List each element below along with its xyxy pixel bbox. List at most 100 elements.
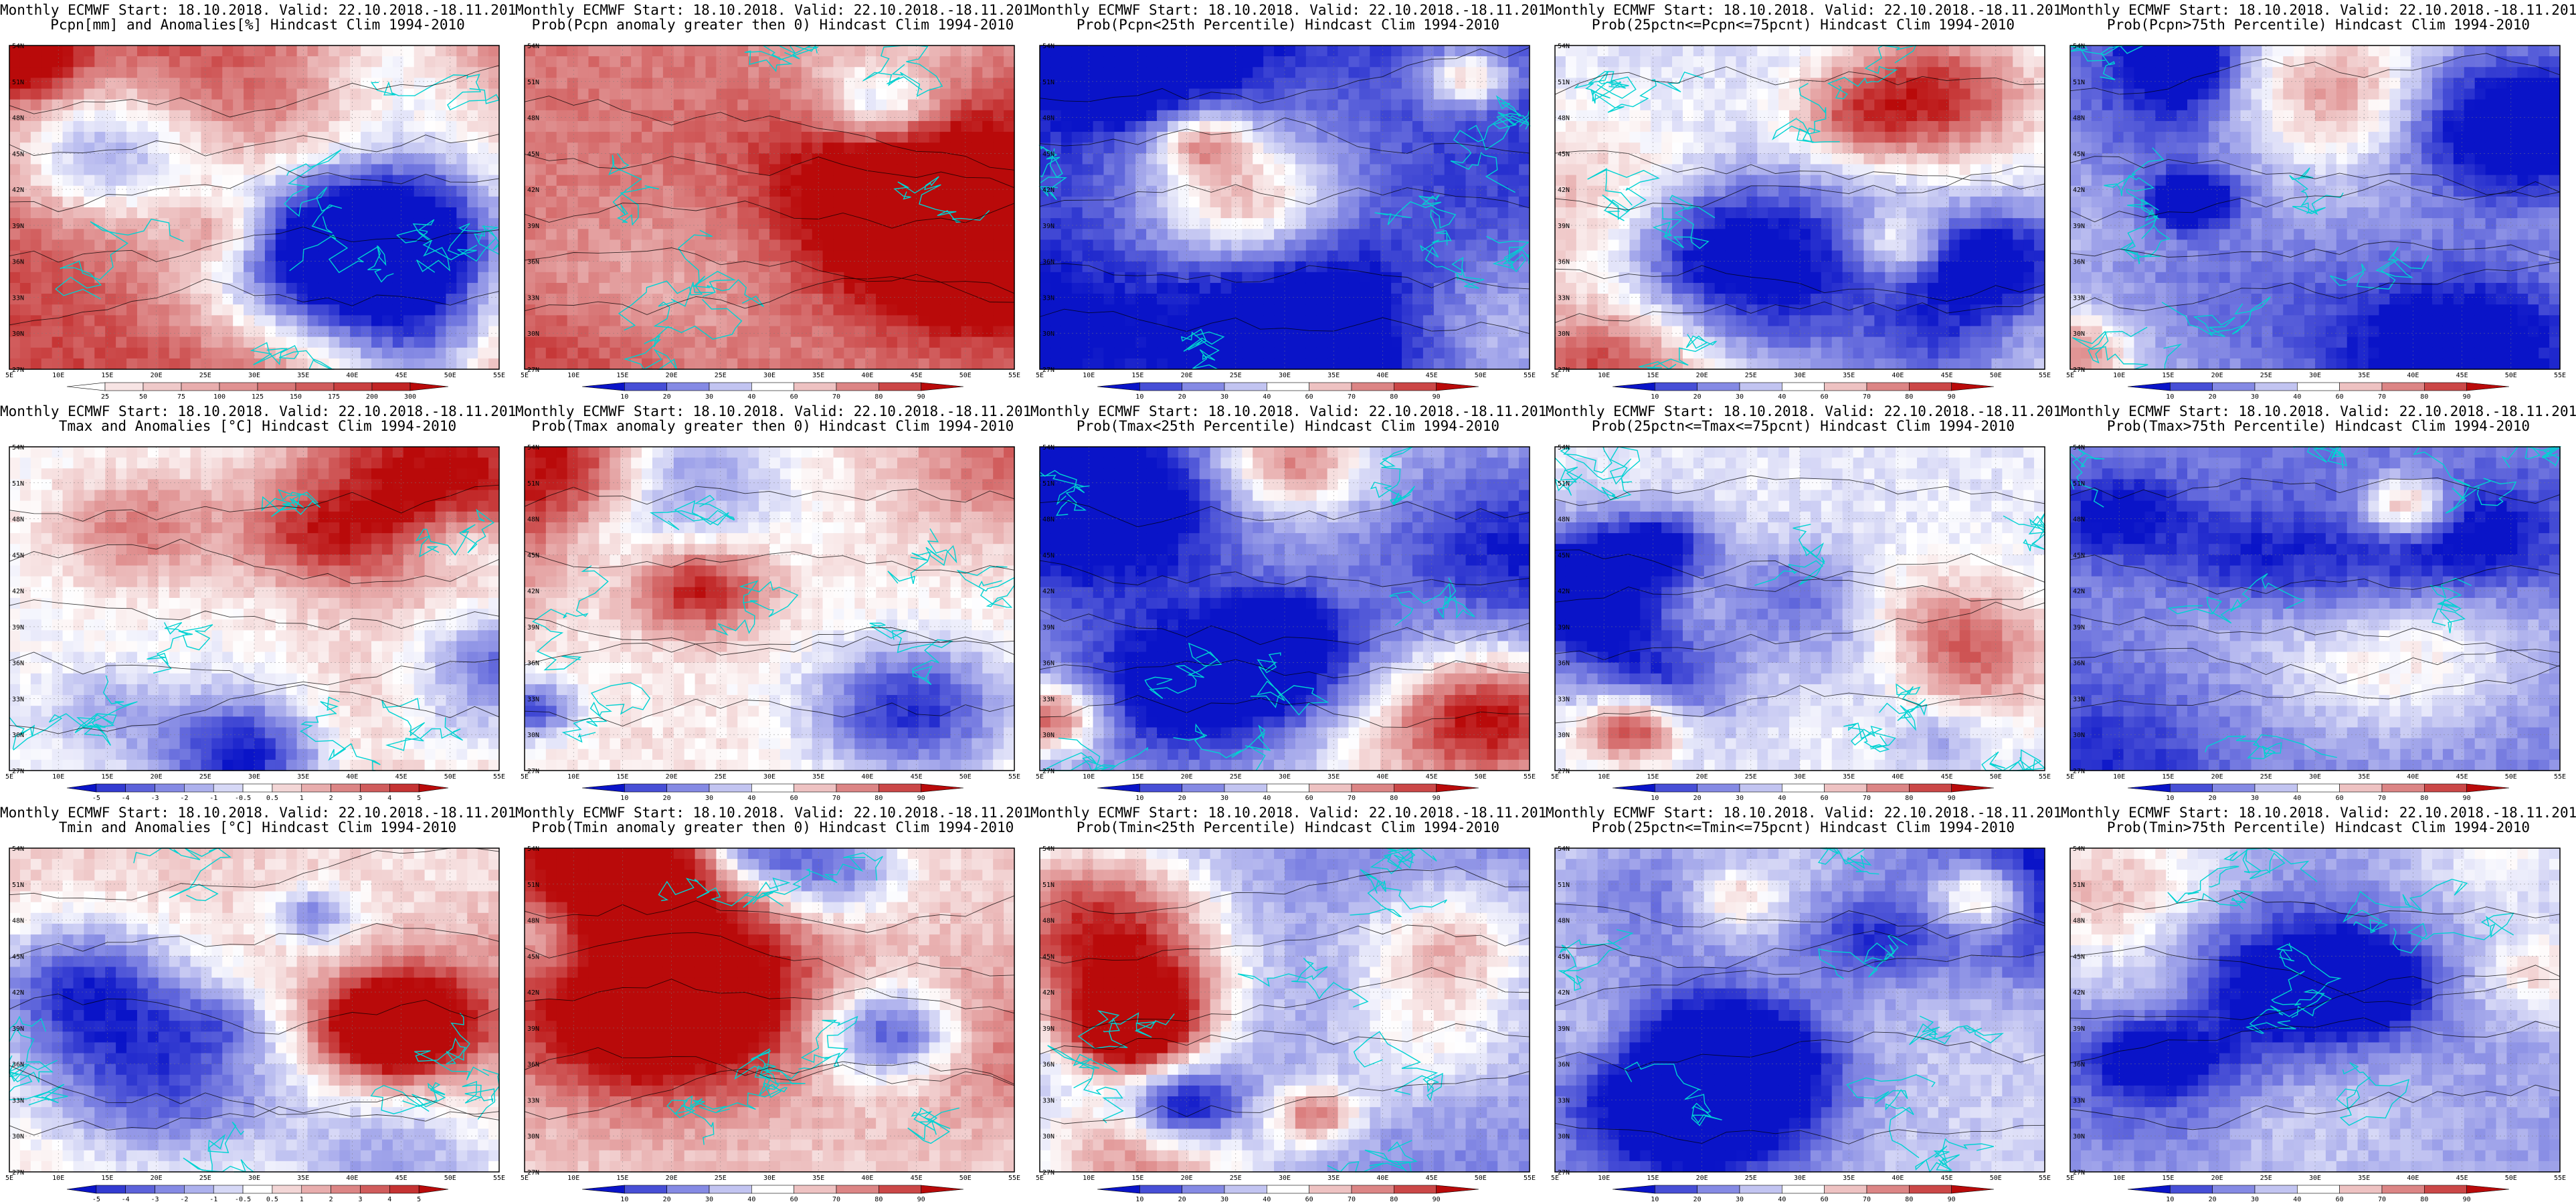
lon-tick-label: 30E: [1279, 372, 1291, 379]
lon-tick-label: 25E: [1230, 773, 1242, 781]
colorbar-tick-label: 80: [1390, 795, 1398, 802]
lon-tick-label: 35E: [2358, 1175, 2370, 1182]
map-panel: 27N 30N 33N 36N 39N 42N 45N 48N 51N 54N 5E 10E 15E 20…: [1030, 803, 1546, 1204]
lon-tick-label: 25E: [1745, 773, 1757, 781]
shaded-field: [525, 848, 1015, 1173]
lat-tick-label: 45N: [527, 953, 539, 961]
colorbar-tick-label: 10: [620, 393, 628, 401]
map-frame: [9, 446, 500, 771]
lon-tick-label: 25E: [1230, 1175, 1242, 1182]
lat-tick-label: 45N: [2073, 953, 2085, 961]
map-panel: 27N 30N 33N 36N 39N 42N 45N 48N 51N 54N 5E 10E 15E 20…: [0, 803, 515, 1204]
colorbar-tick-label: 40: [1778, 795, 1786, 802]
lat-tick-label: 54N: [12, 43, 24, 50]
colorbar-tick-label: 70: [832, 795, 840, 802]
colorbar-tick-label: -2: [180, 795, 188, 802]
lat-tick-label: 39N: [1558, 624, 1570, 631]
lat-tick-label: 54N: [1042, 43, 1054, 50]
lat-tick-label: 36N: [527, 660, 539, 668]
lat-tick-label: 39N: [2073, 223, 2085, 230]
colorbar-tick-label: 10: [1651, 1196, 1659, 1203]
lat-tick-label: 36N: [527, 259, 539, 266]
colorbar-tick-label: 30: [1220, 393, 1228, 401]
lon-tick-label: 55E: [2039, 1175, 2051, 1182]
lat-tick-label: 48N: [1558, 918, 1570, 925]
lat-tick-label: 45N: [12, 953, 24, 961]
colorbar-tick-label: -2: [180, 1196, 188, 1203]
colorbar-tick-label: 40: [2293, 1196, 2301, 1203]
lon-tick-label: 45E: [1941, 372, 1953, 379]
lat-tick-label: 30N: [1558, 732, 1570, 739]
lon-tick-label: 45E: [2456, 773, 2468, 781]
lon-tick-label: 50E: [1475, 372, 1487, 379]
lat-tick-label: 33N: [1042, 1097, 1054, 1104]
lon-tick-label: 55E: [2039, 773, 2051, 781]
lon-tick-label: 5E: [5, 1175, 13, 1182]
colorbar-tick-label: 0.5: [266, 795, 278, 802]
colorbar-tick-label: 80: [2420, 795, 2428, 802]
lat-tick-label: 27N: [527, 367, 539, 374]
coastlines: [1558, 847, 2005, 1173]
colorbar-tick-label: 10: [2166, 1196, 2174, 1203]
colorbar-tick-label: 90: [1433, 393, 1441, 401]
lon-tick-label: 30E: [763, 372, 775, 379]
lat-tick-label: 36N: [1042, 259, 1054, 266]
colorbar-tick-label: 60: [2336, 393, 2344, 401]
lon-tick-label: 15E: [616, 773, 628, 781]
shaded-field: [1040, 45, 1530, 370]
colorbar-tick-label: 30: [2251, 1196, 2259, 1203]
lat-tick-label: 33N: [1558, 1097, 1570, 1104]
lat-tick-label: 30N: [1558, 330, 1570, 338]
colorbar: 10 20 30 40 60 70 80 90: [581, 783, 964, 802]
lat-tick-label: 45N: [12, 552, 24, 559]
map-plot: 27N 30N 33N 36N 39N 42N 45N 48N 51N 54N 5E 10E 15E 20…: [521, 444, 1020, 802]
lon-tick-label: 50E: [444, 773, 456, 781]
lon-tick-label: 40E: [1892, 1175, 1904, 1182]
lat-tick-label: 51N: [2073, 480, 2085, 488]
lon-tick-label: 50E: [2505, 773, 2517, 781]
lon-tick-label: 25E: [715, 1175, 727, 1182]
lon-tick-label: 15E: [2162, 372, 2174, 379]
lon-tick-label: 35E: [2358, 372, 2370, 379]
lon-tick-label: 10E: [52, 773, 64, 781]
lat-tick-label: 36N: [2073, 660, 2085, 668]
colorbar-tick-label: 10: [1135, 1196, 1143, 1203]
lon-tick-label: 30E: [248, 372, 260, 379]
colorbar-tick-label: 60: [2336, 1196, 2344, 1203]
colorbar-tick-label: 80: [2420, 393, 2428, 401]
lat-tick-label: 51N: [2073, 882, 2085, 889]
lat-tick-label: 51N: [527, 882, 539, 889]
map-panel: 27N 30N 33N 36N 39N 42N 45N 48N 51N 54N 5E 10E 15E 20…: [0, 401, 515, 803]
colorbar-tick-label: 40: [1263, 1196, 1271, 1203]
colorbar-tick-label: 10: [620, 795, 628, 802]
lon-tick-label: 20E: [1696, 773, 1708, 781]
map-panel: 27N 30N 33N 36N 39N 42N 45N 48N 51N 54N 5E 10E 15E 20…: [1546, 401, 2061, 803]
panel-title: Monthly ECMWF Start: 18.10.2018. Valid: …: [1030, 805, 1546, 820]
lon-tick-label: 35E: [812, 773, 824, 781]
lon-tick-label: 40E: [1376, 1175, 1388, 1182]
panel-subtitle: Pcpn[mm] and Anomalies[%] Hindcast Clim …: [0, 17, 515, 32]
lat-tick-label: 45N: [2073, 552, 2085, 559]
map-plot: 27N 30N 33N 36N 39N 42N 45N 48N 51N 54N 5E 10E 15E 20…: [2066, 43, 2566, 401]
lat-tick-label: 39N: [1042, 624, 1054, 631]
lat-tick-label: 54N: [527, 444, 539, 452]
lat-tick-label: 27N: [1558, 768, 1570, 775]
lat-tick-label: 51N: [1042, 480, 1054, 488]
colorbar-tick-label: 175: [328, 393, 340, 401]
map-plot: 27N 30N 33N 36N 39N 42N 45N 48N 51N 54N 5E 10E 15E 20…: [521, 43, 1020, 401]
lat-tick-label: 54N: [2073, 444, 2085, 452]
shaded-field: [1555, 45, 2045, 370]
panel-subtitle: Prob(25pctn<=Tmin<=75pcnt) Hindcast Clim…: [1546, 820, 2061, 835]
lat-tick-label: 48N: [2073, 115, 2085, 122]
lon-tick-label: 40E: [2407, 1175, 2419, 1182]
colorbar-tick-label: 40: [1778, 1196, 1786, 1203]
lat-tick-label: 33N: [1558, 696, 1570, 703]
lon-tick-label: 45E: [395, 372, 407, 379]
lat-tick-label: 33N: [12, 1097, 24, 1104]
colorbar-tick-label: 90: [1433, 1196, 1441, 1203]
lon-tick-label: 45E: [1941, 1175, 1953, 1182]
lat-tick-label: 51N: [527, 480, 539, 488]
lat-tick-label: 51N: [2073, 79, 2085, 86]
lat-tick-label: 36N: [1042, 1062, 1054, 1069]
